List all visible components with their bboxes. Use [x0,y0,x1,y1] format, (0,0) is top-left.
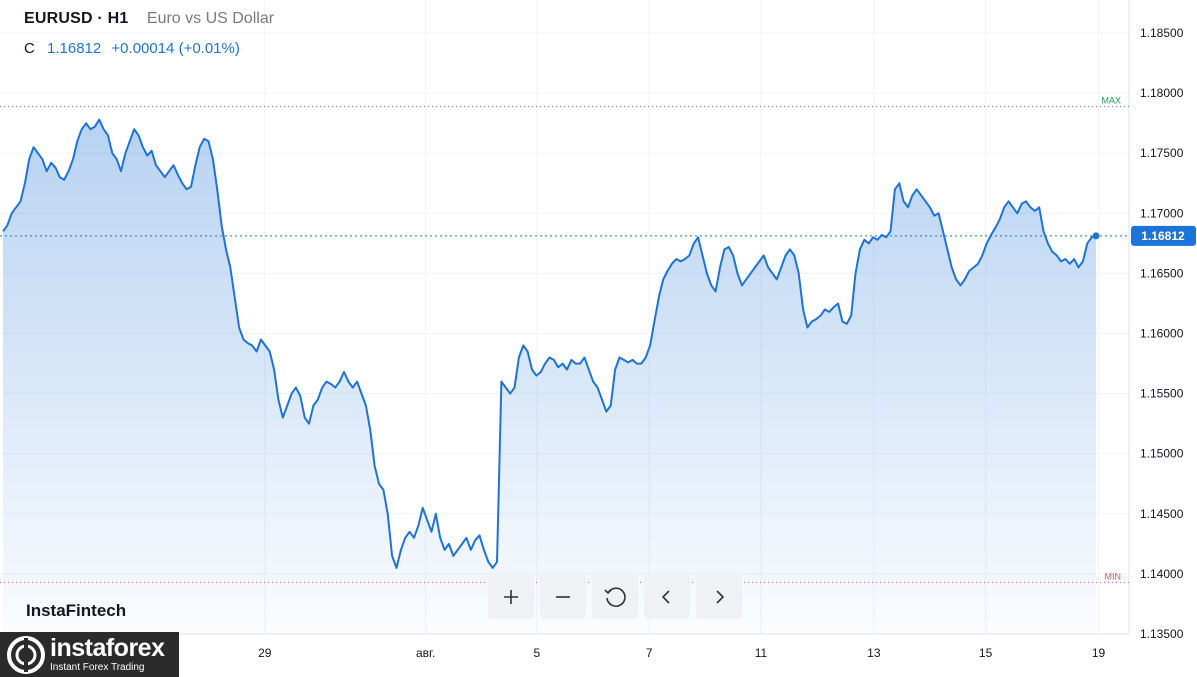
chevron-left-icon [661,590,670,604]
scroll-right-button[interactable] [696,575,742,619]
y-tick-label: 1.16500 [1140,266,1184,280]
minus-icon [556,596,570,598]
x-tick-label: 15 [979,646,993,660]
y-tick-label: 1.15500 [1140,387,1184,401]
y-tick-label: 1.16000 [1140,327,1184,341]
chart-toolbar [488,575,742,619]
y-tick-label: 1.18500 [1140,26,1184,40]
watermark-name: instaforex [50,634,165,662]
reset-icon [604,587,626,607]
last-price-badge: 1.16812 [1131,225,1196,246]
y-tick-label: 1.14000 [1140,567,1184,581]
symbol-title: EURUSD · H1 [24,10,129,27]
min-level-label: MIN [1105,571,1122,581]
zoom-in-button[interactable] [488,575,534,619]
instaforex-logo-icon [7,635,45,674]
x-tick-label: 19 [1092,646,1106,660]
scroll-left-button[interactable] [644,575,690,619]
ohlc-legend: C 1.16812 +0.00014 (+0.01%) [24,40,246,57]
x-tick-label: 5 [533,646,540,660]
last-price-label: 1.16812 [1141,229,1185,243]
series-line [2,118,1097,569]
y-tick-label: 1.17500 [1140,146,1184,160]
x-tick-label: авг. [416,646,435,660]
reset-chart-button[interactable] [592,575,638,619]
symbol-legend: EURUSD · H1 Euro vs US Dollar [24,10,274,28]
y-tick-label: 1.17000 [1140,206,1184,220]
y-tick-label: 1.15000 [1140,447,1184,461]
last-price-dot [1092,232,1100,240]
max-level-label: MAX [1101,95,1121,105]
x-tick-label: 29 [258,646,272,660]
price-change: +0.00014 (+0.01%) [111,40,240,57]
brand-label: InstaFintech [26,601,127,620]
x-tick-label: 13 [867,646,881,660]
series-area-fill [3,119,1096,635]
y-tick-label: 1.18000 [1140,86,1184,100]
price-axis: 1.18500 1.18000 1.17500 1.17000 1.16500 1.160… [1140,26,1184,641]
y-tick-label: 1.14500 [1140,507,1184,521]
x-tick-label: 11 [755,646,768,660]
instaforex-watermark: instaforex Instant Forex Trading [0,632,179,677]
time-axis: 29 авг. 5 7 11 13 15 19 [258,646,1105,660]
close-label: C [24,40,35,57]
close-value: 1.16812 [47,40,102,57]
chevron-right-icon [716,590,725,604]
plus-icon [504,590,518,604]
watermark-tagline: Instant Forex Trading [50,662,145,673]
zoom-out-button[interactable] [540,575,586,619]
x-tick-label: 7 [646,646,653,660]
symbol-description: Euro vs US Dollar [146,10,275,27]
y-tick-label: 1.13500 [1140,627,1184,641]
